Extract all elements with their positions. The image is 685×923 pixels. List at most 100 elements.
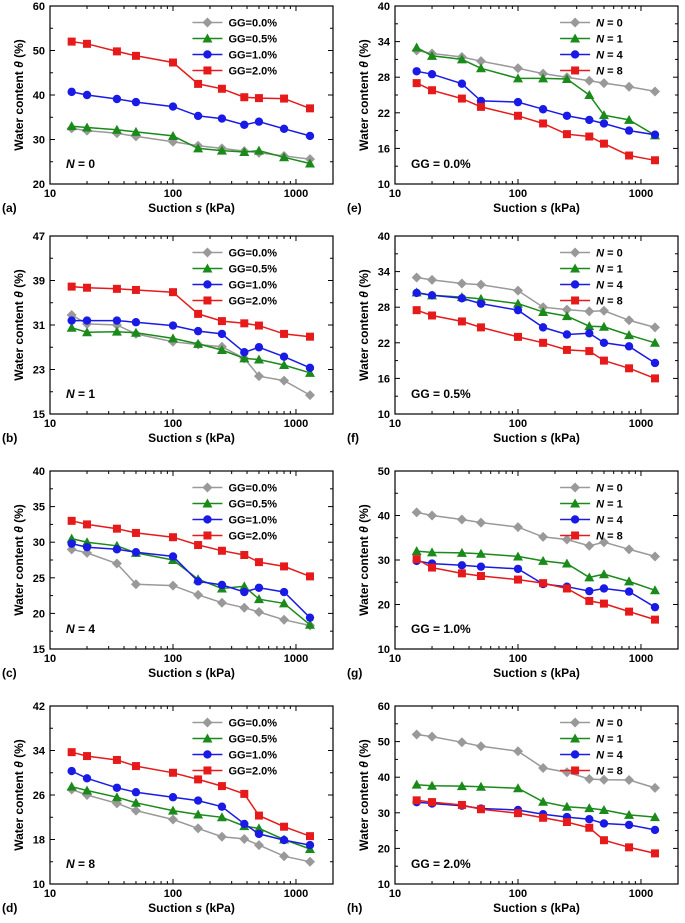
data-point bbox=[254, 583, 264, 592]
x-tick-label: 1000 bbox=[629, 653, 653, 665]
data-point bbox=[562, 584, 571, 593]
data-point bbox=[253, 594, 264, 604]
data-point bbox=[305, 840, 315, 850]
x-tick-label: 100 bbox=[164, 188, 182, 200]
y-tick-label: 22 bbox=[378, 338, 390, 350]
data-point bbox=[428, 86, 437, 95]
data-point bbox=[67, 87, 76, 97]
data-point bbox=[216, 345, 227, 355]
data-point bbox=[111, 326, 122, 336]
y-tick-label: 35 bbox=[33, 502, 45, 514]
data-point bbox=[584, 321, 595, 331]
data-point bbox=[239, 146, 250, 156]
data-point bbox=[168, 552, 178, 561]
data-point bbox=[305, 363, 315, 373]
data-point bbox=[131, 528, 140, 537]
legend-entry: N = 4 bbox=[596, 49, 623, 61]
data-point bbox=[254, 829, 264, 839]
data-point bbox=[561, 311, 572, 321]
series-line bbox=[416, 550, 656, 592]
y-tick-label: 34 bbox=[33, 746, 46, 758]
panel-label: (b) bbox=[2, 431, 17, 445]
legend: N = 0 N = 1 N = 4 N = 8 bbox=[560, 247, 624, 307]
x-tick-label: 10 bbox=[389, 653, 401, 665]
legend-marker bbox=[570, 498, 581, 508]
panel-label: (a) bbox=[2, 201, 17, 215]
data-point bbox=[305, 131, 315, 141]
y-tick-label: 47 bbox=[33, 231, 45, 243]
data-point bbox=[512, 73, 523, 83]
data-point bbox=[83, 39, 92, 48]
series-line bbox=[416, 82, 656, 162]
x-tick-label: 10 bbox=[44, 653, 56, 665]
data-point bbox=[624, 775, 635, 786]
data-point bbox=[254, 117, 264, 126]
legend-marker bbox=[202, 482, 213, 493]
legend-entry: N = 8 bbox=[596, 65, 623, 77]
series-gg-2-0- bbox=[67, 748, 314, 841]
y-axis-label: Water content θ (%) bbox=[12, 739, 26, 851]
data-point bbox=[412, 796, 421, 805]
data-point bbox=[83, 520, 92, 529]
data-point bbox=[240, 587, 249, 597]
data-point bbox=[66, 781, 77, 791]
data-point bbox=[649, 86, 660, 97]
data-point bbox=[457, 561, 467, 570]
legend-entry: GG=0.0% bbox=[228, 17, 277, 29]
data-point bbox=[411, 42, 422, 52]
data-point bbox=[168, 321, 178, 330]
data-point bbox=[217, 317, 226, 326]
legend-marker bbox=[203, 531, 212, 540]
data-point bbox=[131, 318, 141, 327]
data-point bbox=[538, 796, 549, 806]
data-point bbox=[254, 558, 263, 567]
x-tick-label: 100 bbox=[164, 653, 182, 665]
legend-entry: GG=0.0% bbox=[228, 717, 277, 729]
data-point bbox=[412, 67, 421, 76]
legend-marker bbox=[202, 263, 213, 273]
data-point bbox=[585, 596, 594, 605]
legend-entry: N = 0 bbox=[596, 247, 623, 259]
data-point bbox=[476, 805, 485, 814]
y-tick-label: 10 bbox=[33, 879, 45, 891]
data-point bbox=[168, 768, 177, 777]
legend-entry: GG=0.5% bbox=[228, 498, 277, 510]
legend-marker bbox=[570, 33, 581, 43]
legend-marker bbox=[202, 717, 213, 728]
data-point bbox=[585, 586, 594, 596]
series-n-0 bbox=[411, 45, 660, 97]
data-point bbox=[304, 158, 315, 168]
y-tick-label: 50 bbox=[33, 46, 45, 58]
data-point bbox=[513, 332, 522, 341]
data-point bbox=[130, 797, 141, 807]
data-point bbox=[585, 132, 594, 141]
data-point bbox=[168, 793, 178, 802]
legend-marker bbox=[571, 766, 580, 775]
series-line bbox=[71, 542, 311, 619]
x-tick-label: 100 bbox=[509, 888, 527, 900]
series-n-1 bbox=[411, 42, 660, 140]
panel-a: 10 100 1000 20 30 40 50 60 Suction s (kPa) Water … bbox=[2, 1, 334, 215]
data-point bbox=[624, 342, 634, 351]
data-point bbox=[598, 804, 609, 814]
data-point bbox=[598, 78, 609, 89]
data-point bbox=[457, 800, 466, 809]
legend-entry: N = 8 bbox=[596, 530, 623, 542]
series-n-8 bbox=[412, 555, 659, 624]
series-gg-2-0- bbox=[67, 282, 314, 341]
data-point bbox=[253, 823, 264, 833]
y-tick-label: 50 bbox=[378, 466, 390, 478]
data-point bbox=[584, 803, 595, 813]
data-point bbox=[585, 823, 594, 832]
data-point bbox=[599, 836, 608, 845]
legend-marker bbox=[570, 717, 581, 728]
data-point bbox=[111, 558, 122, 569]
data-point bbox=[562, 345, 571, 354]
data-point bbox=[112, 47, 121, 56]
legend-marker bbox=[203, 66, 212, 75]
panel-label: (g) bbox=[347, 666, 362, 680]
data-point bbox=[624, 330, 635, 340]
data-point bbox=[193, 796, 203, 805]
series-n-8 bbox=[412, 306, 659, 383]
